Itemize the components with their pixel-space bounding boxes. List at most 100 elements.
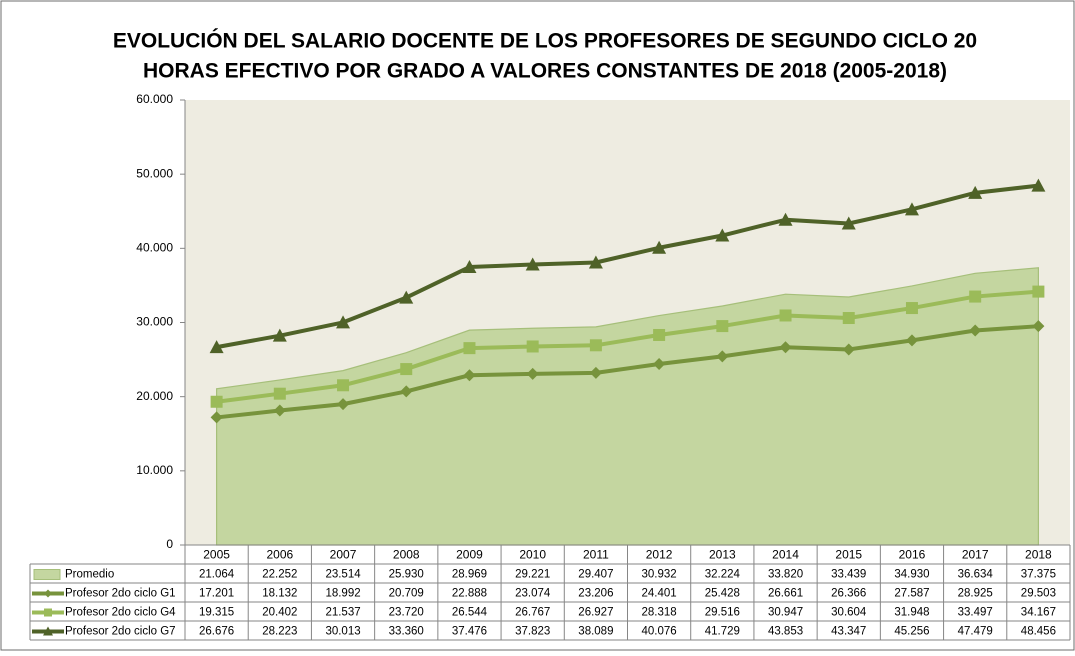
point (337, 398, 350, 411)
x-tick-label: 2005 (203, 548, 230, 562)
legend-key (43, 626, 53, 636)
table-value: 22.252 (262, 569, 297, 581)
table-value: 29.221 (515, 569, 550, 581)
legend-key (33, 569, 61, 580)
table-value: 29.516 (705, 607, 740, 619)
point (842, 312, 855, 325)
x-tick-label: 2013 (709, 548, 736, 562)
x-tick-label: 2006 (266, 548, 293, 562)
table-value: 26.927 (578, 607, 613, 619)
table-value: 21.537 (325, 607, 360, 619)
table-value: 17.201 (199, 588, 234, 600)
x-tick-label: 2011 (583, 548, 609, 562)
area (216, 267, 1039, 546)
legend-label: Profesor 2do ciclo G7 (65, 626, 176, 638)
point (969, 324, 982, 337)
table-value: 34.167 (1021, 607, 1056, 619)
point (463, 342, 476, 355)
y-tick-label: 40.000 (136, 241, 173, 255)
x-tick-label: 2016 (899, 548, 926, 562)
point (399, 290, 414, 304)
table-value: 47.479 (958, 626, 993, 638)
table-value: 23.720 (389, 607, 424, 619)
point (778, 212, 793, 226)
table-value: 34.930 (894, 569, 929, 581)
point (272, 328, 287, 342)
x-tick-label: 2012 (646, 548, 673, 562)
x-tick-label: 2009 (456, 548, 483, 562)
point (905, 334, 918, 347)
table-value: 28.223 (262, 626, 297, 638)
point (652, 240, 667, 254)
table-value: 37.476 (452, 626, 487, 638)
point (463, 369, 476, 382)
y-tick-label: 20.000 (136, 389, 173, 403)
legend-label: Promedio (65, 569, 114, 581)
table-value: 23.206 (578, 588, 613, 600)
y-tick-label: 60.000 (136, 92, 173, 106)
table-value: 30.932 (642, 569, 677, 581)
point (842, 343, 855, 356)
x-tick-label: 2008 (393, 548, 420, 562)
table-value: 23.074 (515, 588, 551, 600)
table-value: 26.767 (515, 607, 550, 619)
table-value: 29.503 (1021, 588, 1056, 600)
table-value: 33.360 (389, 626, 424, 638)
point (210, 411, 223, 424)
table-value: 24.401 (642, 588, 677, 600)
legend-key (44, 589, 52, 598)
table-value: 31.948 (894, 607, 929, 619)
point (968, 185, 983, 199)
table-value: 18.992 (325, 588, 360, 600)
table-value: 26.544 (452, 607, 488, 619)
table-value: 41.729 (705, 626, 740, 638)
point (336, 315, 351, 329)
table-value: 37.375 (1021, 569, 1056, 581)
table-value: 40.076 (642, 626, 677, 638)
table-value: 29.407 (578, 569, 613, 581)
legend-label: Profesor 2do ciclo G4 (65, 607, 176, 619)
point (400, 363, 413, 376)
point (904, 202, 919, 216)
table-value: 27.587 (894, 588, 929, 600)
point (715, 228, 730, 242)
table-value: 20.709 (389, 588, 424, 600)
table-value: 25.428 (705, 588, 740, 600)
table-value: 19.315 (199, 607, 234, 619)
table-value: 26.366 (831, 588, 866, 600)
point (209, 340, 224, 354)
table-value: 32.224 (705, 569, 741, 581)
table-value: 18.132 (262, 588, 297, 600)
point (589, 339, 602, 352)
point (1032, 285, 1045, 298)
x-tick-label: 2017 (962, 548, 989, 562)
table-value: 33.820 (768, 569, 803, 581)
table-value: 43.347 (831, 626, 866, 638)
table-value: 37.823 (515, 626, 550, 638)
x-tick-label: 2014 (772, 548, 799, 562)
point (1031, 178, 1046, 192)
table-value: 22.888 (452, 588, 487, 600)
point (653, 358, 666, 371)
point (841, 216, 856, 230)
line (216, 183, 1039, 350)
point (589, 366, 602, 379)
y-tick-label: 10.000 (136, 463, 173, 477)
point (526, 367, 539, 380)
point (525, 257, 540, 271)
table-value: 28.318 (642, 607, 677, 619)
table-value: 43.853 (768, 626, 803, 638)
point (716, 320, 729, 333)
table-value: 30.604 (831, 607, 867, 619)
table-value: 33.439 (831, 569, 866, 581)
table-value: 26.661 (768, 588, 803, 600)
point (779, 309, 792, 322)
y-tick-label: 50.000 (136, 166, 173, 180)
legend-key (44, 608, 52, 617)
table-value: 23.514 (325, 569, 361, 581)
table-value: 25.930 (389, 569, 424, 581)
point (588, 255, 603, 269)
point (716, 350, 729, 363)
